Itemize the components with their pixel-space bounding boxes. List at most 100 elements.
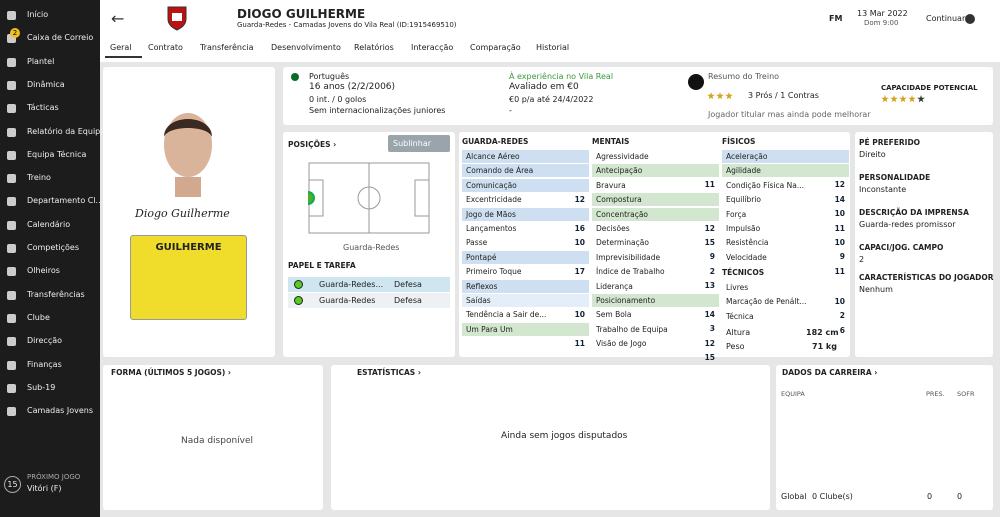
nav-icon [7, 360, 16, 370]
attr-value: 9 [709, 252, 715, 262]
detail-title: PÉ PREFERIDO [859, 138, 921, 147]
attr-value: 16 [574, 223, 585, 233]
role-duty[interactable]: Defesa [394, 296, 422, 305]
weight-label: Peso [726, 342, 745, 351]
detail-title: CARACTERÍSTICAS DO JOGADOR [859, 273, 994, 282]
attr-name: Comunicação [466, 180, 517, 190]
attr-value: 10 [834, 238, 845, 247]
attr-row: Um Para Um 11 [462, 322, 589, 348]
nav-item[interactable]: Olheiros [27, 266, 60, 276]
status: À experiência no Vila Real [509, 72, 614, 81]
tab[interactable]: Interacção [411, 43, 454, 52]
role-name[interactable]: Guarda-Redes... [319, 280, 384, 289]
nav-icon [7, 11, 16, 20]
attr-row: Impulsão 10 [722, 222, 849, 247]
weight: 71 kg [812, 342, 837, 351]
nav-item[interactable]: Departamento Cl... [27, 196, 104, 206]
shirt: GUILHERME [130, 235, 247, 320]
attr-row: Alcance Aéreo9 [462, 150, 589, 175]
nav-icon [7, 104, 16, 114]
attr-name: Saídas [466, 296, 491, 305]
form-title[interactable]: FORMA (ÚLTIMOS 5 JOGOS) › [111, 368, 232, 377]
star [908, 95, 916, 103]
continue[interactable]: Continuar [926, 14, 966, 23]
next-opponent[interactable]: Vitóri (F) [27, 484, 62, 493]
attr-name: Decisões [596, 224, 630, 233]
nav-item[interactable]: Calendário [27, 219, 71, 229]
tab[interactable]: Historial [536, 43, 570, 52]
fm-logo[interactable]: FM [829, 14, 843, 23]
attr-group-title: GUARDA-REDES [462, 137, 529, 146]
positions-title[interactable]: POSIÇÕES › [288, 140, 337, 149]
nav-item[interactable]: Caixa de Correio [27, 33, 94, 43]
attr-row: Índice de Trabalho 13 [592, 265, 719, 290]
career-col: EQUIPA [781, 390, 805, 398]
nav-item[interactable]: Treino [27, 173, 51, 183]
tab[interactable]: Comparação [470, 43, 521, 52]
nav-item[interactable]: Sub-19 [27, 382, 56, 392]
attr-row: Marcação de Penált... 2 [722, 295, 849, 320]
nav-item[interactable]: Plantel [27, 56, 55, 66]
attr-name: Velocidade [726, 252, 767, 262]
attr-row: Antecipação 11 [592, 164, 719, 189]
star [707, 92, 715, 100]
tab[interactable]: Desenvolvimento [271, 43, 341, 52]
positions-card: POSIÇÕES › Sublinhar Guarda-Redes PAPEL … [283, 132, 455, 357]
attr-row: Determinação 9 [592, 236, 719, 261]
attr-row: Lançamentos 10 [462, 222, 589, 247]
detail-title: CAPACI/JOG. CAMPO [859, 243, 944, 252]
nav-item[interactable]: Dinâmica [27, 79, 65, 89]
role-duty[interactable]: Defesa [394, 280, 422, 289]
training-summary: 3 Prós / 1 Contras [748, 91, 819, 100]
attr-value: 11 [834, 223, 845, 233]
nav-item[interactable]: Relatório da Equipa [27, 126, 106, 136]
back[interactable]: ← [111, 9, 125, 28]
career-title[interactable]: DADOS DA CARREIRA › [782, 368, 878, 377]
attr-name: Impulsão [726, 224, 761, 233]
tab[interactable]: Contrato [148, 43, 183, 52]
star [881, 95, 889, 103]
attr-row: Trabalho de Equipa 12 [592, 323, 719, 348]
attr-value: 15 [704, 353, 715, 363]
attr-name: Condição Física Na... [726, 180, 804, 190]
attr-value: 15 [704, 238, 715, 247]
next-day: 15 [4, 476, 21, 493]
tab[interactable]: Geral [110, 43, 132, 52]
nav-item[interactable]: Transferências [27, 289, 85, 299]
nav-item[interactable]: Competições [27, 243, 80, 252]
stats-title[interactable]: ESTATÍSTICAS › [357, 368, 421, 377]
role-name[interactable]: Guarda-Redes [319, 296, 376, 305]
nav-item[interactable]: Clube [27, 312, 50, 322]
attr-name: Determinação [596, 238, 649, 248]
attr-name: Livres [726, 283, 749, 292]
attr-row: Reflexos16 [462, 279, 589, 305]
attr-name: Índice de Trabalho [596, 267, 665, 277]
club-crest [167, 6, 187, 31]
attr-name: Força [726, 209, 747, 219]
attr-name: Lançamentos [466, 224, 517, 233]
tab[interactable]: Transferência [200, 43, 254, 52]
nav-item[interactable]: Finanças [27, 359, 62, 369]
star [716, 92, 724, 100]
nav-icon [7, 244, 16, 253]
nav-item[interactable]: Camadas Jovens [27, 406, 94, 416]
nav-icon [7, 313, 16, 323]
attr-row: Agilidade 12 [722, 164, 849, 189]
nav-icon [7, 290, 16, 300]
nav-item[interactable]: Equipa Técnica [27, 149, 87, 159]
nav-item[interactable]: Tácticas [27, 103, 59, 113]
nav-item[interactable]: Direcção [27, 336, 63, 346]
attr-row: Passe 10 [462, 236, 589, 261]
attr-row: Técnica 6 [722, 310, 849, 335]
tab-underline [105, 56, 142, 58]
highlight[interactable]: Sublinhar [388, 135, 450, 152]
tab[interactable]: Relatórios [354, 43, 394, 52]
attr-name: Excentricidade [466, 195, 522, 205]
career-cell: Global [781, 492, 807, 501]
position: Guarda-Redes [343, 243, 400, 252]
detail-value: Direito [859, 150, 886, 159]
career-col: SOFR [957, 390, 975, 398]
career-cell: 0 [957, 492, 963, 501]
continue-icon[interactable] [965, 14, 975, 24]
nav-item[interactable]: Início [27, 10, 49, 19]
